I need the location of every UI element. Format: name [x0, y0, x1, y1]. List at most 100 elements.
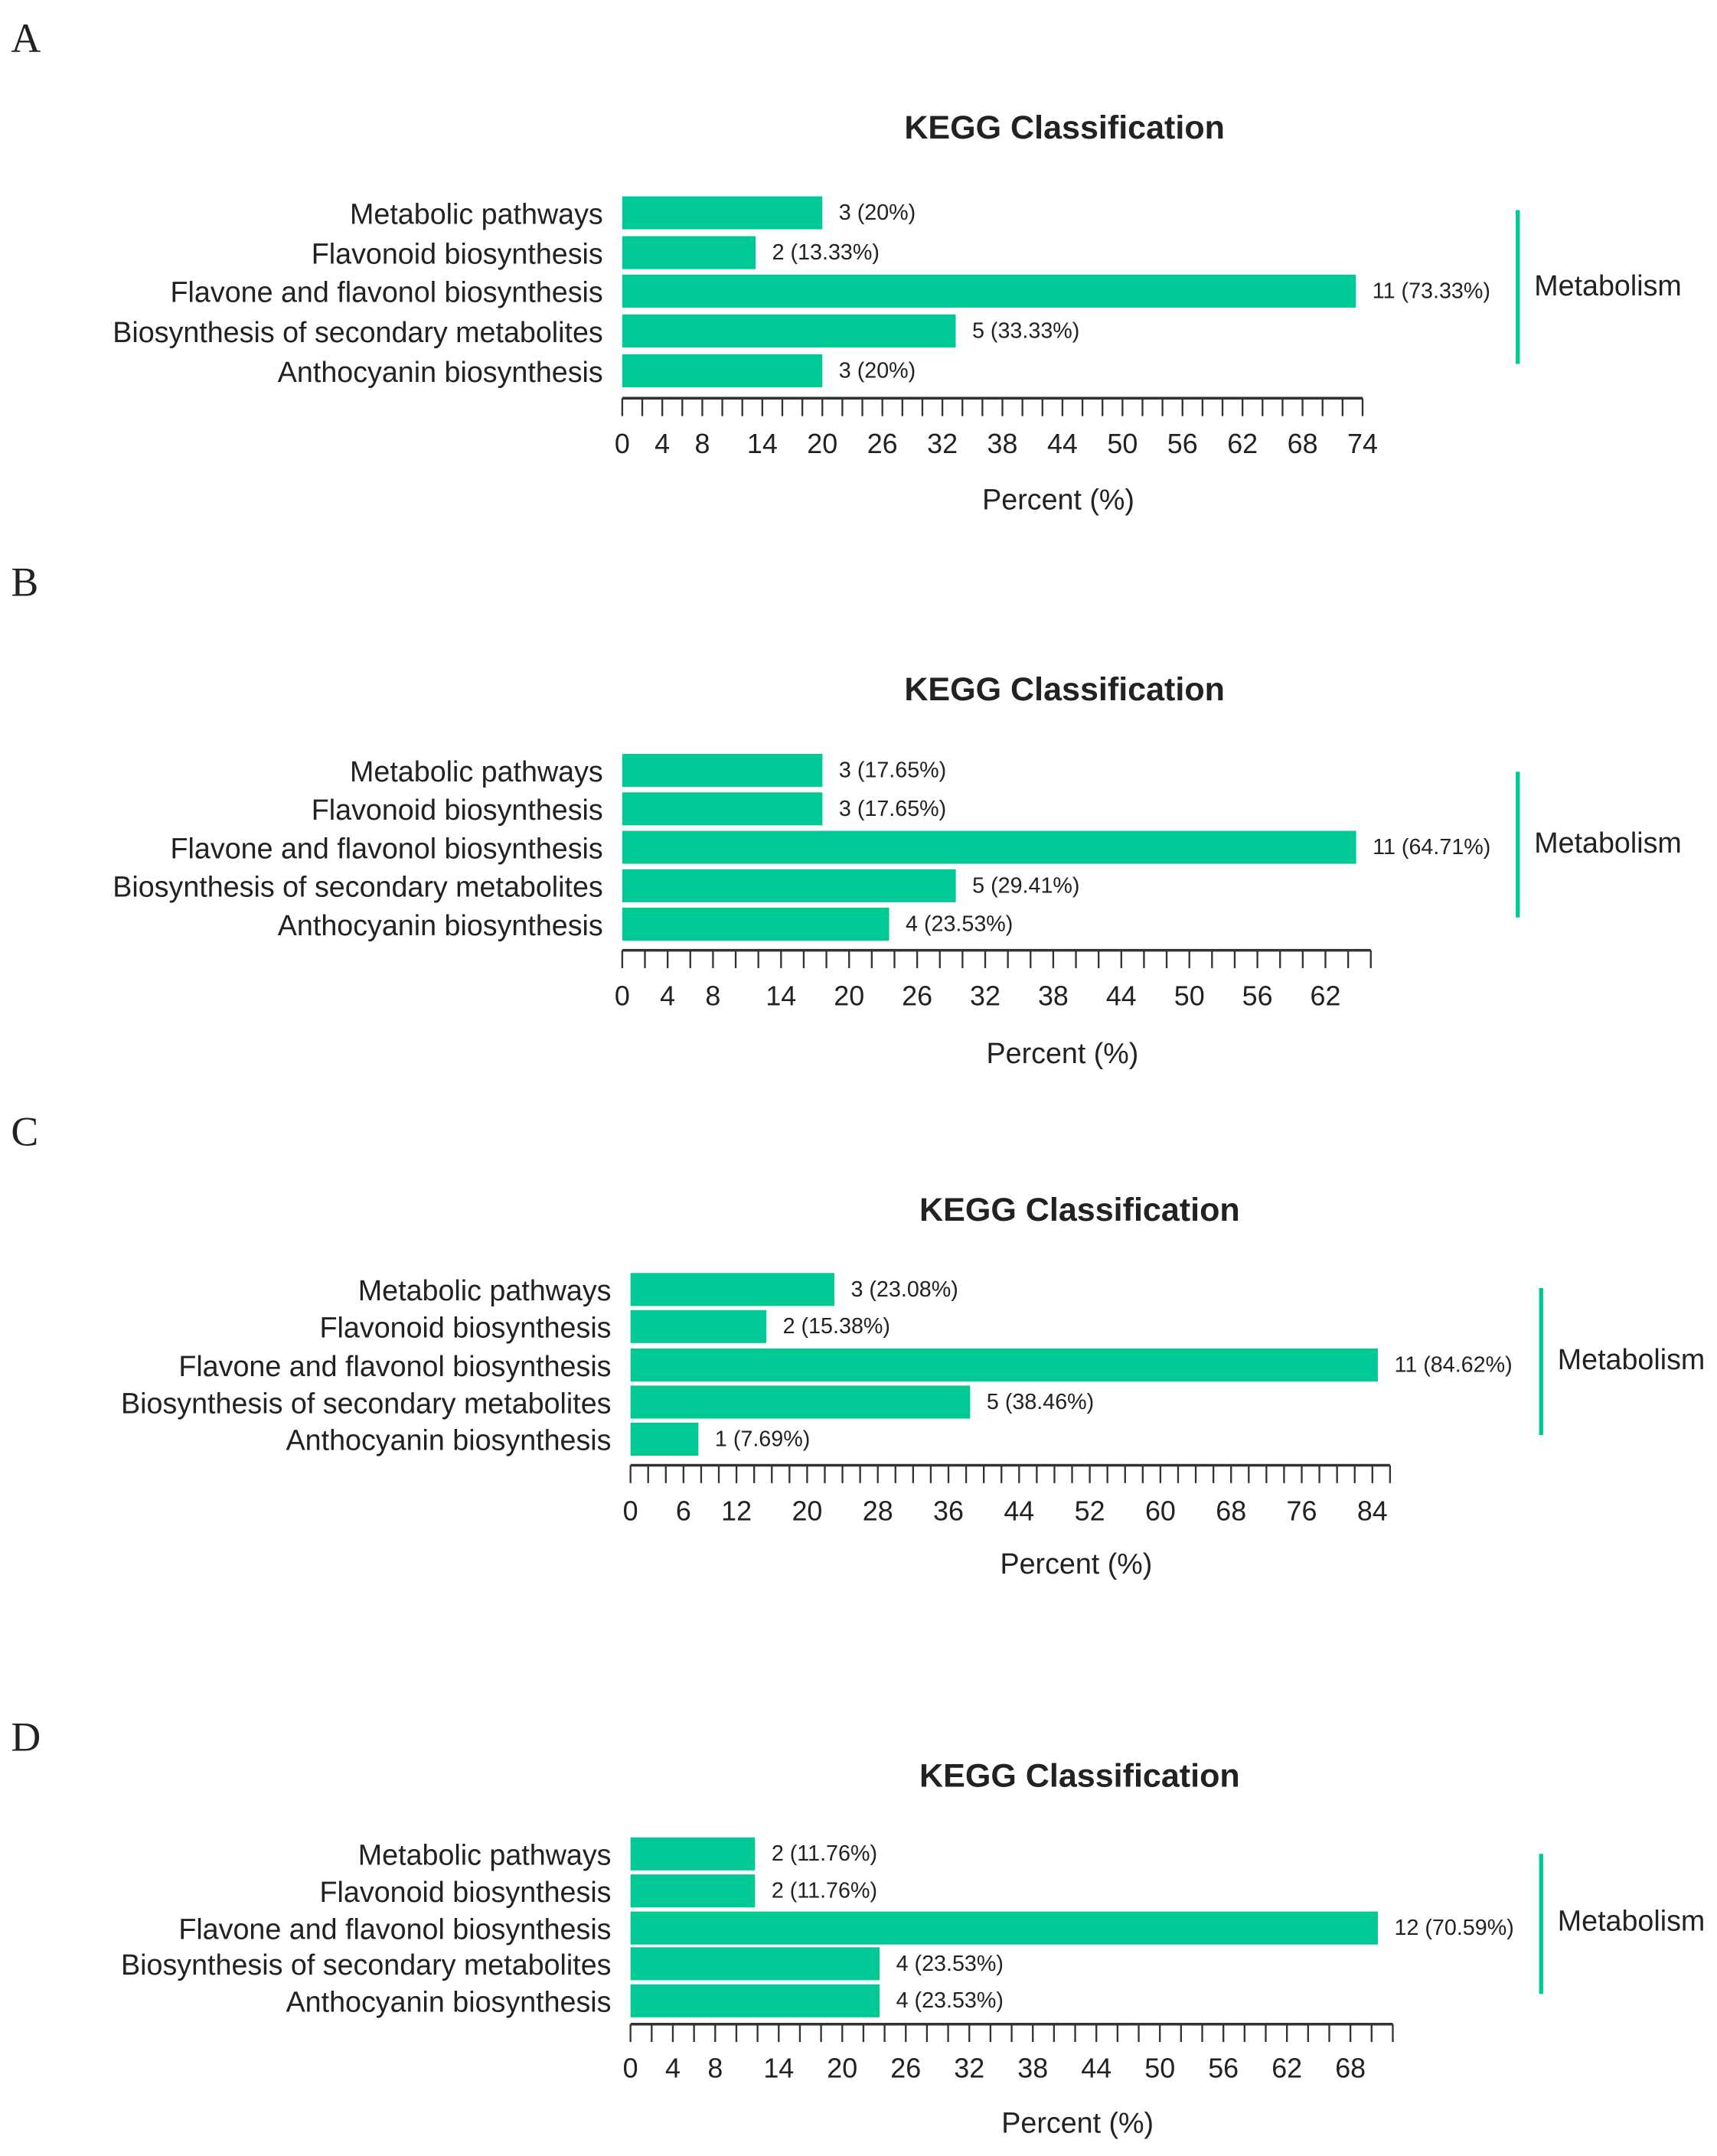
chart-title: KEGG Classification [904, 109, 1225, 146]
panel-letter: C [11, 1108, 38, 1154]
category-label: Flavone and flavonol biosynthesis [171, 276, 603, 308]
category-label: Anthocyanin biosynthesis [278, 356, 603, 388]
x-tick-label: 68 [1216, 1496, 1246, 1526]
x-tick-label: 36 [933, 1496, 964, 1526]
x-tick-label: 8 [694, 429, 710, 459]
x-tick-label: 0 [615, 429, 630, 459]
x-tick-label: 6 [676, 1496, 691, 1526]
x-tick-label: 56 [1167, 429, 1198, 459]
bar [622, 830, 1356, 864]
x-tick-label: 38 [987, 429, 1018, 459]
category-label: Flavone and flavonol biosynthesis [178, 1913, 611, 1946]
x-tick-label: 62 [1271, 2053, 1302, 2084]
x-tick-label: 0 [623, 2053, 638, 2084]
x-axis-label: Percent (%) [987, 1037, 1139, 1069]
x-tick-label: 56 [1208, 2053, 1239, 2084]
x-tick-label: 20 [807, 429, 837, 459]
data-label: 2 (13.33%) [772, 240, 880, 265]
group-label: Metabolism [1558, 1343, 1706, 1375]
category-label: Flavone and flavonol biosynthesis [171, 832, 603, 864]
category-label: Anthocyanin biosynthesis [278, 909, 603, 941]
x-tick-label: 4 [660, 980, 675, 1011]
bar [630, 1911, 1378, 1945]
bar [622, 196, 823, 230]
x-tick-label: 4 [654, 429, 670, 459]
data-label: 4 (23.53%) [896, 1952, 1004, 1976]
data-label: 12 (70.59%) [1394, 1916, 1513, 1940]
x-tick-label: 12 [721, 1496, 752, 1526]
panel-letter: A [11, 15, 41, 61]
bar [630, 1837, 756, 1871]
category-label: Flavonoid biosynthesis [320, 1876, 612, 1908]
data-label: 2 (15.38%) [783, 1314, 890, 1339]
x-tick-label: 20 [792, 1496, 822, 1526]
x-tick-label: 32 [970, 980, 1000, 1011]
category-label: Metabolic pathways [358, 1839, 612, 1871]
x-tick-label: 60 [1145, 1496, 1176, 1526]
category-label: Anthocyanin biosynthesis [286, 1986, 612, 2018]
x-tick-label: 20 [834, 980, 864, 1011]
x-tick-label: 26 [890, 2053, 921, 2084]
x-tick-label: 8 [707, 2053, 723, 2084]
panel-letter: D [11, 1714, 41, 1760]
category-label: Anthocyanin biosynthesis [286, 1424, 612, 1456]
data-label: 3 (17.65%) [839, 797, 946, 821]
x-tick-label: 44 [1081, 2053, 1111, 2084]
x-tick-label: 32 [927, 429, 958, 459]
x-tick-label: 68 [1288, 429, 1318, 459]
panel-letter: B [11, 559, 38, 605]
category-label: Biosynthesis of secondary metabolites [121, 1949, 612, 1981]
x-tick-label: 50 [1174, 980, 1205, 1011]
data-label: 3 (17.65%) [839, 758, 946, 783]
x-tick-label: 14 [765, 980, 796, 1011]
bar [622, 314, 956, 347]
data-label: 5 (38.46%) [987, 1390, 1094, 1414]
bar [622, 869, 956, 902]
category-label: Flavone and flavonol biosynthesis [178, 1350, 611, 1382]
chart-title: KEGG Classification [919, 1757, 1240, 1794]
x-tick-label: 84 [1357, 1496, 1388, 1526]
category-label: Biosynthesis of secondary metabolites [113, 316, 603, 348]
x-tick-label: 28 [863, 1496, 893, 1526]
bar [630, 1874, 756, 1908]
data-label: 5 (33.33%) [972, 318, 1079, 343]
x-tick-label: 44 [1047, 429, 1078, 459]
data-label: 4 (23.53%) [906, 912, 1013, 937]
chart-panel-b: B KEGG Classification Metabolic pathways 3 … [11, 559, 1681, 1069]
bar [622, 908, 890, 941]
bar [630, 1422, 699, 1456]
x-tick-label: 38 [1017, 2053, 1048, 2084]
x-tick-label: 62 [1227, 429, 1258, 459]
data-label: 5 (29.41%) [972, 873, 1079, 898]
bar [622, 792, 823, 826]
x-tick-label: 14 [763, 2053, 794, 2084]
x-tick-label: 0 [623, 1496, 638, 1526]
data-label: 3 (23.08%) [850, 1277, 958, 1302]
x-tick-label: 52 [1075, 1496, 1105, 1526]
data-label: 2 (11.76%) [772, 1841, 877, 1866]
data-label: 2 (11.76%) [772, 1879, 877, 1903]
x-tick-label: 26 [902, 980, 932, 1011]
category-label: Metabolic pathways [358, 1274, 612, 1306]
data-label: 11 (73.33%) [1373, 279, 1490, 303]
chart-panel-a: A KEGG Classification Metabolic pathways 3 … [11, 15, 1681, 515]
category-label: Biosynthesis of secondary metabolites [121, 1387, 612, 1419]
x-tick-label: 68 [1335, 2053, 1366, 2084]
bar [630, 1385, 971, 1419]
chart-title: KEGG Classification [919, 1192, 1240, 1228]
bar [622, 754, 823, 788]
data-label: 3 (20%) [839, 201, 916, 225]
category-label: Biosynthesis of secondary metabolites [113, 871, 603, 903]
data-label: 11 (64.71%) [1373, 835, 1490, 859]
x-tick-label: 4 [665, 2053, 681, 2084]
x-tick-label: 50 [1144, 2053, 1175, 2084]
x-tick-label: 26 [867, 429, 898, 459]
x-axis-label: Percent (%) [982, 484, 1134, 516]
x-axis-label: Percent (%) [1001, 2106, 1154, 2138]
x-tick-label: 56 [1242, 980, 1273, 1011]
bar [622, 274, 1356, 308]
bar [630, 1348, 1378, 1382]
bar [630, 1947, 880, 1981]
x-axis-label: Percent (%) [1000, 1548, 1152, 1580]
